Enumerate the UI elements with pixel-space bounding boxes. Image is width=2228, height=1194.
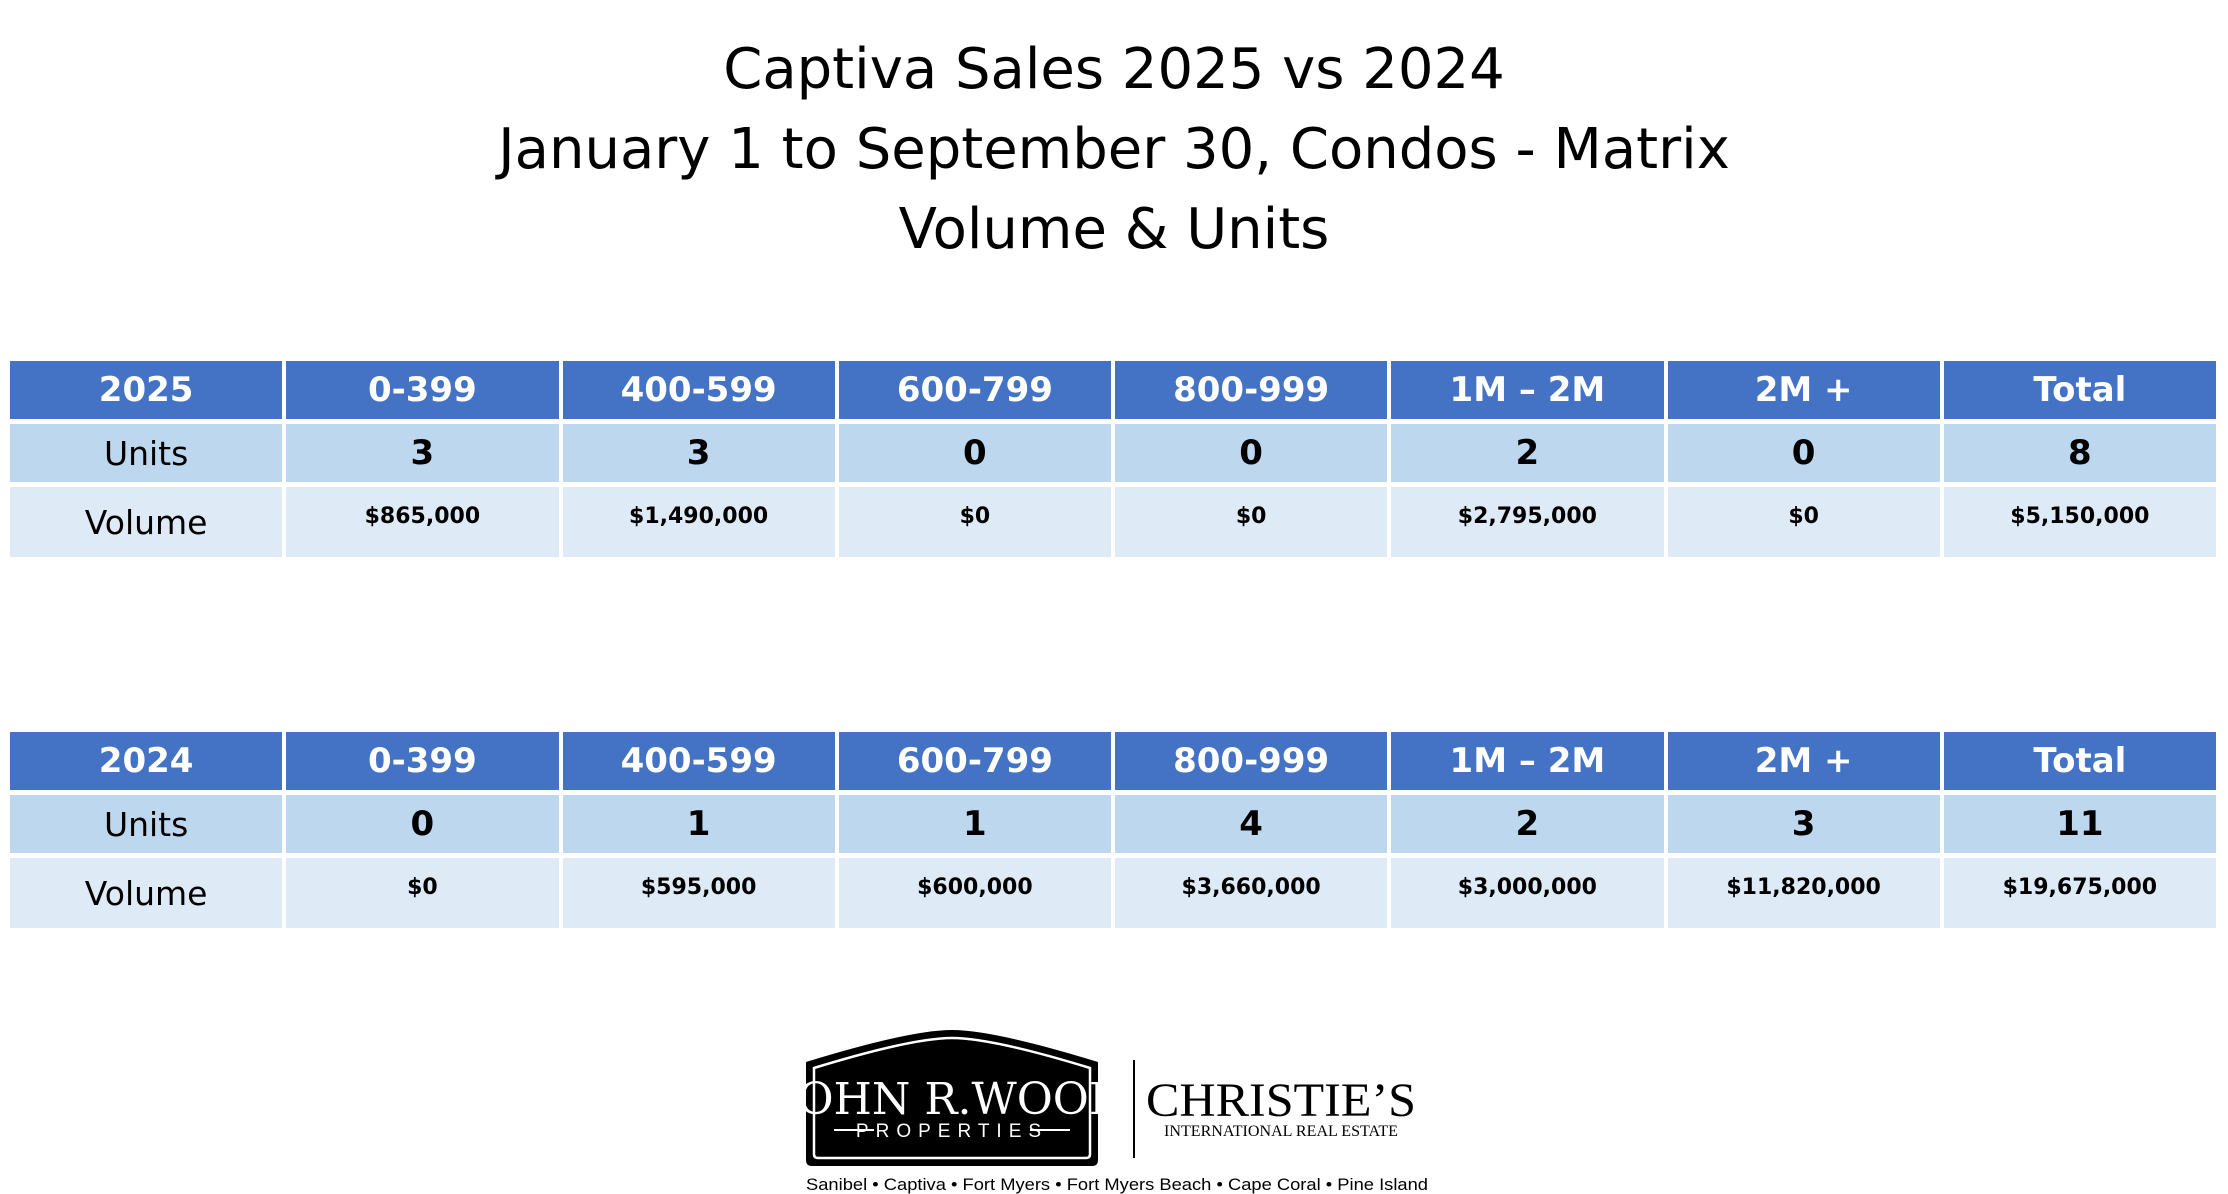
- column-header: 600-799: [838, 732, 1111, 790]
- title-line-2: January 1 to September 30, Condos - Matr…: [498, 117, 1730, 182]
- jrw-logo-name: JOHN R.WOOD: [800, 1074, 1124, 1125]
- christies-logo-name: CHRISTIE’S: [1146, 1074, 1416, 1127]
- volume-cell: $3,660,000: [1115, 858, 1388, 928]
- units-cell: 3: [1667, 795, 1940, 853]
- volume-total-cell: $5,150,000: [1943, 487, 2216, 557]
- units-cell: 3: [286, 424, 559, 482]
- column-header: 1M – 2M: [1391, 361, 1664, 419]
- units-cell: 0: [838, 424, 1111, 482]
- volume-cell: $0: [286, 858, 559, 928]
- column-header: 0-399: [286, 732, 559, 790]
- volume-row: Volume $0 $595,000 $600,000 $3,660,000 $…: [10, 858, 2216, 928]
- column-header: 800-999: [1115, 732, 1388, 790]
- units-cell: 1: [562, 795, 835, 853]
- jrw-badge-shape: [806, 1030, 1098, 1166]
- units-total-cell: 8: [1943, 424, 2216, 482]
- column-header: 800-999: [1115, 361, 1388, 419]
- volume-label: Volume: [10, 858, 283, 928]
- volume-cell: $0: [838, 487, 1111, 557]
- units-total-cell: 11: [1943, 795, 2216, 853]
- column-header: Total: [1943, 361, 2216, 419]
- units-label: Units: [10, 424, 283, 482]
- company-logo: JOHN R.WOOD PROPERTIES CHRISTIE’S INTERN…: [800, 1026, 1430, 1194]
- volume-cell: $11,820,000: [1667, 858, 1940, 928]
- title-line-1: Captiva Sales 2025 vs 2024: [723, 37, 1505, 102]
- units-cell: 2: [1391, 424, 1664, 482]
- units-label: Units: [10, 795, 283, 853]
- units-cell: 1: [838, 795, 1111, 853]
- column-header: 2M +: [1667, 732, 1940, 790]
- volume-cell: $2,795,000: [1391, 487, 1664, 557]
- sales-table-2025: 2025 0-399 400-599 600-799 800-999 1M – …: [6, 356, 2220, 562]
- units-cell: 3: [562, 424, 835, 482]
- slide-title: Captiva Sales 2025 vs 2024 January 1 to …: [0, 30, 2228, 270]
- units-cell: 0: [1115, 424, 1388, 482]
- units-row: Units 0 1 1 4 2 3 11: [10, 795, 2216, 853]
- volume-row: Volume $865,000 $1,490,000 $0 $0 $2,795,…: [10, 487, 2216, 557]
- volume-cell: $0: [1115, 487, 1388, 557]
- sales-table-2024: 2024 0-399 400-599 600-799 800-999 1M – …: [6, 727, 2220, 933]
- title-line-3: Volume & Units: [898, 197, 1330, 262]
- column-header: 400-599: [562, 361, 835, 419]
- volume-cell: $600,000: [838, 858, 1111, 928]
- volume-cell: $865,000: [286, 487, 559, 557]
- office-locations: Sanibel • Captiva • Fort Myers • Fort My…: [806, 1175, 1428, 1194]
- year-header: 2024: [10, 732, 283, 790]
- jrw-badge-border: [812, 1036, 1092, 1160]
- units-cell: 0: [1667, 424, 1940, 482]
- column-header: 1M – 2M: [1391, 732, 1664, 790]
- table-header-row: 2024 0-399 400-599 600-799 800-999 1M – …: [10, 732, 2216, 790]
- volume-cell: $1,490,000: [562, 487, 835, 557]
- table-header-row: 2025 0-399 400-599 600-799 800-999 1M – …: [10, 361, 2216, 419]
- units-cell: 4: [1115, 795, 1388, 853]
- column-header: 600-799: [838, 361, 1111, 419]
- units-row: Units 3 3 0 0 2 0 8: [10, 424, 2216, 482]
- volume-label: Volume: [10, 487, 283, 557]
- volume-cell: $0: [1667, 487, 1940, 557]
- year-header: 2025: [10, 361, 283, 419]
- units-cell: 0: [286, 795, 559, 853]
- volume-total-cell: $19,675,000: [1943, 858, 2216, 928]
- volume-cell: $3,000,000: [1391, 858, 1664, 928]
- jrw-logo-sub: PROPERTIES: [856, 1121, 1048, 1142]
- christies-logo-sub: INTERNATIONAL REAL ESTATE: [1164, 1123, 1398, 1140]
- units-cell: 2: [1391, 795, 1664, 853]
- column-header: 0-399: [286, 361, 559, 419]
- column-header: 400-599: [562, 732, 835, 790]
- volume-cell: $595,000: [562, 858, 835, 928]
- column-header: 2M +: [1667, 361, 1940, 419]
- column-header: Total: [1943, 732, 2216, 790]
